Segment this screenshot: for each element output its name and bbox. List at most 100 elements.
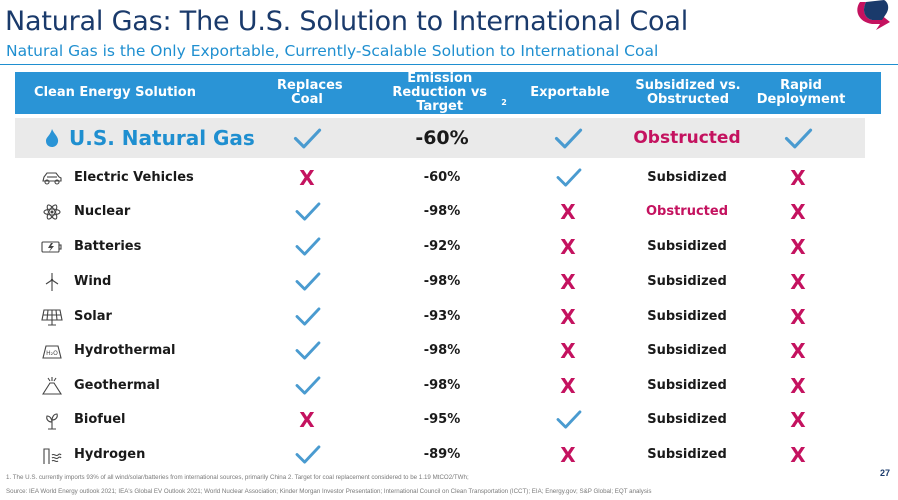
footnote: 1. The U.S. currently imports 93% of all…: [6, 474, 469, 481]
check-icon: [556, 168, 581, 187]
wind-turbine-icon: [41, 264, 63, 299]
slide-title: Natural Gas: The U.S. Solution to Intern…: [5, 6, 689, 37]
dam-icon: H₂O: [41, 333, 63, 368]
check-icon: [293, 128, 322, 148]
x-icon: X: [560, 269, 576, 294]
check-icon: [784, 128, 813, 148]
emission-value: -98%: [423, 343, 461, 358]
page-number: 27: [879, 468, 890, 478]
solution-name: Electric Vehicles: [74, 170, 194, 185]
flame-icon: [41, 118, 63, 158]
exportable-cell: X: [538, 229, 598, 264]
source-note: Source: IEA World Energy outlook 2021; I…: [6, 488, 652, 495]
check-icon: [295, 202, 320, 221]
sprout-icon: [41, 402, 63, 437]
exportable-cell: [538, 160, 598, 195]
emission-value: -93%: [423, 309, 461, 324]
emission-cell: -98%: [382, 264, 502, 299]
x-icon: X: [790, 304, 806, 329]
table-row: Solar -93% X Subsidized X: [15, 299, 881, 334]
status-value: Subsidized: [647, 170, 727, 185]
x-icon: X: [790, 199, 806, 224]
x-icon: X: [560, 373, 576, 398]
solution-name: Batteries: [74, 239, 142, 254]
check-icon: [295, 341, 320, 360]
replaces-coal-cell: [277, 299, 337, 334]
solution-name: Solar: [74, 309, 112, 324]
rapid-deployment-cell: X: [768, 402, 828, 437]
slide-subtitle: Natural Gas is the Only Exportable, Curr…: [6, 42, 659, 60]
solution-name: Hydrothermal: [74, 343, 176, 358]
status-cell: Subsidized: [622, 402, 752, 437]
rapid-deployment-cell: X: [768, 229, 828, 264]
rapid-deployment-cell: [768, 118, 828, 158]
rapid-deployment-cell: X: [768, 437, 828, 472]
col-header-subsidized: Subsidized vs. Obstructed: [635, 78, 741, 107]
emission-cell: -98%: [382, 333, 502, 368]
x-icon: X: [560, 442, 576, 467]
check-icon: [295, 307, 320, 326]
rapid-deployment-cell: X: [768, 264, 828, 299]
emission-cell: -60%: [382, 118, 502, 158]
replaces-coal-cell: [277, 368, 337, 403]
check-icon: [556, 410, 581, 429]
exportable-cell: [538, 402, 598, 437]
x-icon: X: [790, 234, 806, 259]
emission-value: -92%: [423, 239, 461, 254]
table-row: Wind -98% X Subsidized X: [15, 264, 881, 299]
x-icon: X: [299, 407, 315, 432]
check-icon: [295, 376, 320, 395]
status-value: Subsidized: [647, 343, 727, 358]
status-cell: Subsidized: [622, 437, 752, 472]
replaces-coal-cell: X: [277, 160, 337, 195]
company-logo: [857, 0, 890, 30]
hydrogen-icon: [41, 437, 63, 472]
x-icon: X: [299, 165, 315, 190]
emission-cell: -93%: [382, 299, 502, 334]
check-icon: [295, 445, 320, 464]
exportable-cell: X: [538, 194, 598, 229]
x-icon: X: [790, 407, 806, 432]
status-value: Subsidized: [647, 274, 727, 289]
exportable-cell: X: [538, 333, 598, 368]
emission-cell: -98%: [382, 194, 502, 229]
table-row: Biofuel X -95% Subsidized X: [15, 402, 881, 437]
replaces-coal-cell: X: [277, 402, 337, 437]
emission-value: -60%: [423, 170, 461, 185]
check-icon: [295, 237, 320, 256]
x-icon: X: [790, 269, 806, 294]
hero-row-natural-gas: U.S. Natural Gas -60% Obstructed: [15, 118, 865, 158]
emission-value: -98%: [423, 204, 461, 219]
svg-text:H₂O: H₂O: [46, 350, 58, 357]
table-row: Hydrogen -89% X Subsidized X: [15, 437, 881, 472]
emission-value: -98%: [423, 378, 461, 393]
exportable-cell: X: [538, 299, 598, 334]
x-icon: X: [560, 338, 576, 363]
status-cell: Obstructed: [622, 118, 752, 158]
replaces-coal-cell: [277, 264, 337, 299]
status-cell: Obstructed: [622, 194, 752, 229]
table-header: Clean Energy Solution Replaces Coal Emis…: [15, 72, 881, 114]
solar-panel-icon: [41, 299, 63, 334]
status-value: Subsidized: [647, 378, 727, 393]
status-value: Obstructed: [633, 128, 741, 148]
table-row: Electric Vehicles X -60% Subsidized X: [15, 160, 881, 195]
status-value: Subsidized: [647, 239, 727, 254]
status-cell: Subsidized: [622, 368, 752, 403]
status-value: Subsidized: [647, 309, 727, 324]
check-icon: [295, 272, 320, 291]
rapid-deployment-cell: X: [768, 299, 828, 334]
check-icon: [554, 128, 583, 148]
status-cell: Subsidized: [622, 264, 752, 299]
status-value: Obstructed: [645, 204, 729, 219]
emission-value: -95%: [423, 412, 461, 427]
emission-cell: -95%: [382, 402, 502, 437]
exportable-cell: [538, 118, 598, 158]
status-value: Subsidized: [647, 412, 727, 427]
rapid-deployment-cell: X: [768, 160, 828, 195]
x-icon: X: [790, 165, 806, 190]
x-icon: X: [560, 199, 576, 224]
status-cell: Subsidized: [622, 229, 752, 264]
x-icon: X: [560, 234, 576, 259]
title-divider: [0, 64, 898, 65]
